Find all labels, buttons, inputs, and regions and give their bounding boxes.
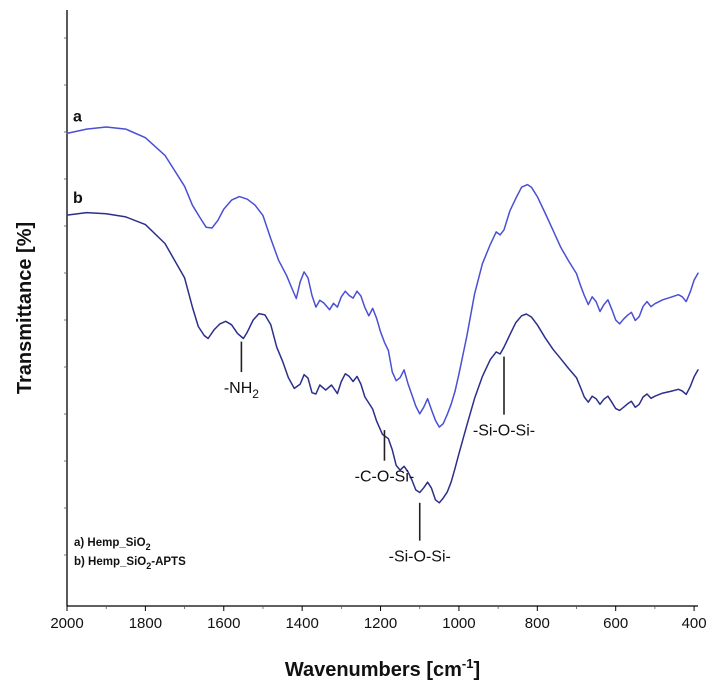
annotation-text: -NH — [224, 380, 252, 397]
spectra — [66, 126, 699, 504]
x-tick-label: 1000 — [442, 615, 475, 632]
series-labels: ab — [73, 108, 83, 207]
legend-text-part: 2 — [146, 561, 151, 571]
x-tick-label: 2000 — [50, 615, 83, 632]
x-tick-label: 1600 — [207, 615, 240, 632]
axes — [66, 10, 698, 607]
x-tick-label: 1800 — [129, 615, 162, 632]
legend-text-part: 2 — [146, 542, 151, 552]
x-tick-label: 800 — [525, 615, 550, 632]
x-tick-label: 400 — [682, 615, 707, 632]
x-axis-title-main: Wavenumbers [cm — [285, 659, 462, 681]
x-tick-label: 1400 — [285, 615, 318, 632]
series-label-a: a — [73, 108, 82, 125]
annotation-label-si-o-si-1: -Si-O-Si- — [389, 549, 451, 566]
legend-text-part: -APTS — [151, 556, 186, 568]
legend-entry-b: b) Hemp_SiO2-APTS — [74, 556, 186, 571]
x-axis-title-end: ] — [473, 659, 480, 681]
annotation-label-si-o-si-2: -Si-O-Si- — [473, 423, 535, 440]
spectrum-a — [66, 126, 699, 428]
x-ticks: 2000 1800 1600 1400 1200 1000 800 600 400 — [50, 606, 707, 632]
annotation-subscript: 2 — [252, 387, 259, 401]
legend-text-part: b) Hemp_SiO — [74, 556, 146, 568]
annotation-label-c-o-si: -C-O-Si- — [355, 469, 415, 486]
x-axis-title-sup: -1 — [462, 656, 474, 671]
x-tick-label: 600 — [603, 615, 628, 632]
annotation-text: -Si-O-Si- — [473, 423, 535, 440]
series-label-b: b — [73, 190, 83, 207]
spectrum-b — [66, 211, 699, 504]
x-tick-label: 1200 — [364, 615, 397, 632]
peak-annotations: -NH2 -C-O-Si- -Si-O-Si- -Si-O-Si- — [224, 341, 535, 566]
y-axis-title: Transmittance [%] — [14, 222, 36, 394]
annotation-text: -Si-O-Si- — [389, 549, 451, 566]
legend-entry-a: a) Hemp_SiO2 — [74, 537, 151, 552]
legend-text-part: a) Hemp_SiO — [74, 537, 146, 549]
annotation-label-nh2: -NH2 — [224, 380, 259, 401]
y-minor-ticks — [64, 37, 67, 556]
x-axis-title: Wavenumbers [cm-1] — [285, 656, 480, 681]
annotation-text: -C-O-Si- — [355, 469, 415, 486]
